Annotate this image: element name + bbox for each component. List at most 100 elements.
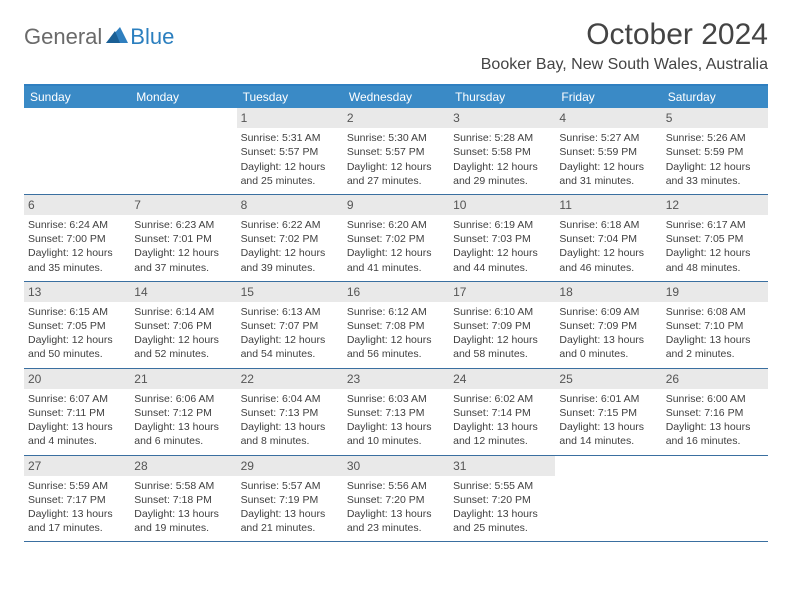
daylight-text: Daylight: 12 hours and 46 minutes. <box>559 246 657 274</box>
sunrise-text: Sunrise: 6:09 AM <box>559 305 657 319</box>
sunrise-text: Sunrise: 6:07 AM <box>28 392 126 406</box>
daylight-text: Daylight: 13 hours and 8 minutes. <box>241 420 339 448</box>
daylight-text: Daylight: 13 hours and 23 minutes. <box>347 507 445 535</box>
daylight-text: Daylight: 13 hours and 12 minutes. <box>453 420 551 448</box>
weekday-header: Saturday <box>662 86 768 108</box>
sunrise-text: Sunrise: 5:26 AM <box>666 131 764 145</box>
sunrise-text: Sunrise: 6:03 AM <box>347 392 445 406</box>
logo: General Blue <box>24 18 174 50</box>
location-text: Booker Bay, New South Wales, Australia <box>481 56 768 74</box>
day-cell: 9Sunrise: 6:20 AMSunset: 7:02 PMDaylight… <box>343 195 449 281</box>
sunset-text: Sunset: 7:04 PM <box>559 232 657 246</box>
week-row: 1Sunrise: 5:31 AMSunset: 5:57 PMDaylight… <box>24 108 768 195</box>
day-cell: 12Sunrise: 6:17 AMSunset: 7:05 PMDayligh… <box>662 195 768 281</box>
sunrise-text: Sunrise: 6:17 AM <box>666 218 764 232</box>
month-title: October 2024 <box>481 18 768 52</box>
day-cell: 11 Sunrise: 6:18 AMSunset: 7:04 PMDayligh… <box>555 195 661 281</box>
sunrise-text: Sunrise: 6:15 AM <box>28 305 126 319</box>
daylight-text: Daylight: 12 hours and 44 minutes. <box>453 246 551 274</box>
sunrise-text: Sunrise: 6:20 AM <box>347 218 445 232</box>
daylight-text: Daylight: 13 hours and 14 minutes. <box>559 420 657 448</box>
calendar: SundayMondayTuesdayWednesdayThursdayFrid… <box>24 84 768 542</box>
day-cell <box>555 456 661 542</box>
daylight-text: Daylight: 12 hours and 35 minutes. <box>28 246 126 274</box>
day-number: 12 <box>662 195 768 215</box>
weekday-header: Sunday <box>24 86 130 108</box>
day-cell: 24Sunrise: 6:02 AMSunset: 7:14 PMDayligh… <box>449 369 555 455</box>
sunrise-text: Sunrise: 6:06 AM <box>134 392 232 406</box>
sunrise-text: Sunrise: 5:31 AM <box>241 131 339 145</box>
logo-text-2: Blue <box>130 24 174 50</box>
sunset-text: Sunset: 7:03 PM <box>453 232 551 246</box>
day-number: 2 <box>343 108 449 128</box>
day-number: 13 <box>24 282 130 302</box>
day-cell: 29Sunrise: 5:57 AMSunset: 7:19 PMDayligh… <box>237 456 343 542</box>
day-number: 17 <box>449 282 555 302</box>
daylight-text: Daylight: 13 hours and 21 minutes. <box>241 507 339 535</box>
day-number: 31 <box>449 456 555 476</box>
daylight-text: Daylight: 12 hours and 50 minutes. <box>28 333 126 361</box>
daylight-text: Daylight: 12 hours and 29 minutes. <box>453 160 551 188</box>
daylight-text: Daylight: 12 hours and 48 minutes. <box>666 246 764 274</box>
day-cell: 16Sunrise: 6:12 AMSunset: 7:08 PMDayligh… <box>343 282 449 368</box>
week-row: 6Sunrise: 6:24 AMSunset: 7:00 PMDaylight… <box>24 195 768 282</box>
daylight-text: Daylight: 13 hours and 0 minutes. <box>559 333 657 361</box>
sunrise-text: Sunrise: 6:13 AM <box>241 305 339 319</box>
daylight-text: Daylight: 13 hours and 17 minutes. <box>28 507 126 535</box>
day-cell: 3Sunrise: 5:28 AMSunset: 5:58 PMDaylight… <box>449 108 555 194</box>
day-cell: 23Sunrise: 6:03 AMSunset: 7:13 PMDayligh… <box>343 369 449 455</box>
daylight-text: Daylight: 13 hours and 4 minutes. <box>28 420 126 448</box>
day-cell: 18 Sunrise: 6:09 AMSunset: 7:09 PMDayligh… <box>555 282 661 368</box>
day-number: 26 <box>662 369 768 389</box>
day-cell: 14Sunrise: 6:14 AMSunset: 7:06 PMDayligh… <box>130 282 236 368</box>
sunset-text: Sunset: 7:05 PM <box>28 319 126 333</box>
day-cell: 31 Sunrise: 5:55 AMSunset: 7:20 PMDayligh… <box>449 456 555 542</box>
day-cell: 10Sunrise: 6:19 AMSunset: 7:03 PMDayligh… <box>449 195 555 281</box>
sunset-text: Sunset: 5:59 PM <box>559 145 657 159</box>
sunrise-text: Sunrise: 5:30 AM <box>347 131 445 145</box>
day-cell: 15Sunrise: 6:13 AMSunset: 7:07 PMDayligh… <box>237 282 343 368</box>
day-cell: 25Sunrise: 6:01 AMSunset: 7:15 PMDayligh… <box>555 369 661 455</box>
sunrise-text: Sunrise: 6:10 AM <box>453 305 551 319</box>
weekday-header: Thursday <box>449 86 555 108</box>
day-cell: 7Sunrise: 6:23 AMSunset: 7:01 PMDaylight… <box>130 195 236 281</box>
daylight-text: Daylight: 12 hours and 54 minutes. <box>241 333 339 361</box>
day-number: 20 <box>24 369 130 389</box>
sunrise-text: Sunrise: 5:57 AM <box>241 479 339 493</box>
day-number <box>662 456 768 476</box>
sunrise-text: Sunrise: 5:55 AM <box>453 479 551 493</box>
sunrise-text: Sunrise: 6:22 AM <box>241 218 339 232</box>
header: General Blue October 2024 Booker Bay, Ne… <box>24 18 768 74</box>
daylight-text: Daylight: 13 hours and 25 minutes. <box>453 507 551 535</box>
day-number: 28 <box>130 456 236 476</box>
sunset-text: Sunset: 7:11 PM <box>28 406 126 420</box>
day-number: 9 <box>343 195 449 215</box>
sunrise-text: Sunrise: 6:08 AM <box>666 305 764 319</box>
sunset-text: Sunset: 7:20 PM <box>453 493 551 507</box>
sunrise-text: Sunrise: 6:18 AM <box>559 218 657 232</box>
sunset-text: Sunset: 7:16 PM <box>666 406 764 420</box>
day-number: 11 <box>555 195 661 215</box>
sunset-text: Sunset: 7:14 PM <box>453 406 551 420</box>
week-row: 27Sunrise: 5:59 AMSunset: 7:17 PMDayligh… <box>24 456 768 543</box>
sunset-text: Sunset: 7:02 PM <box>347 232 445 246</box>
day-number: 5 <box>662 108 768 128</box>
day-cell: 2Sunrise: 5:30 AMSunset: 5:57 PMDaylight… <box>343 108 449 194</box>
weekday-header: Wednesday <box>343 86 449 108</box>
day-number: 27 <box>24 456 130 476</box>
sunset-text: Sunset: 7:08 PM <box>347 319 445 333</box>
day-number: 18 <box>555 282 661 302</box>
sunset-text: Sunset: 7:17 PM <box>28 493 126 507</box>
sunset-text: Sunset: 7:07 PM <box>241 319 339 333</box>
daylight-text: Daylight: 12 hours and 25 minutes. <box>241 160 339 188</box>
sunset-text: Sunset: 7:09 PM <box>559 319 657 333</box>
sunrise-text: Sunrise: 6:19 AM <box>453 218 551 232</box>
day-number: 25 <box>555 369 661 389</box>
day-cell: 4Sunrise: 5:27 AMSunset: 5:59 PMDaylight… <box>555 108 661 194</box>
sunset-text: Sunset: 7:02 PM <box>241 232 339 246</box>
day-cell: 22Sunrise: 6:04 AMSunset: 7:13 PMDayligh… <box>237 369 343 455</box>
daylight-text: Daylight: 13 hours and 2 minutes. <box>666 333 764 361</box>
week-row: 13Sunrise: 6:15 AMSunset: 7:05 PMDayligh… <box>24 282 768 369</box>
sunset-text: Sunset: 7:01 PM <box>134 232 232 246</box>
sunset-text: Sunset: 5:58 PM <box>453 145 551 159</box>
